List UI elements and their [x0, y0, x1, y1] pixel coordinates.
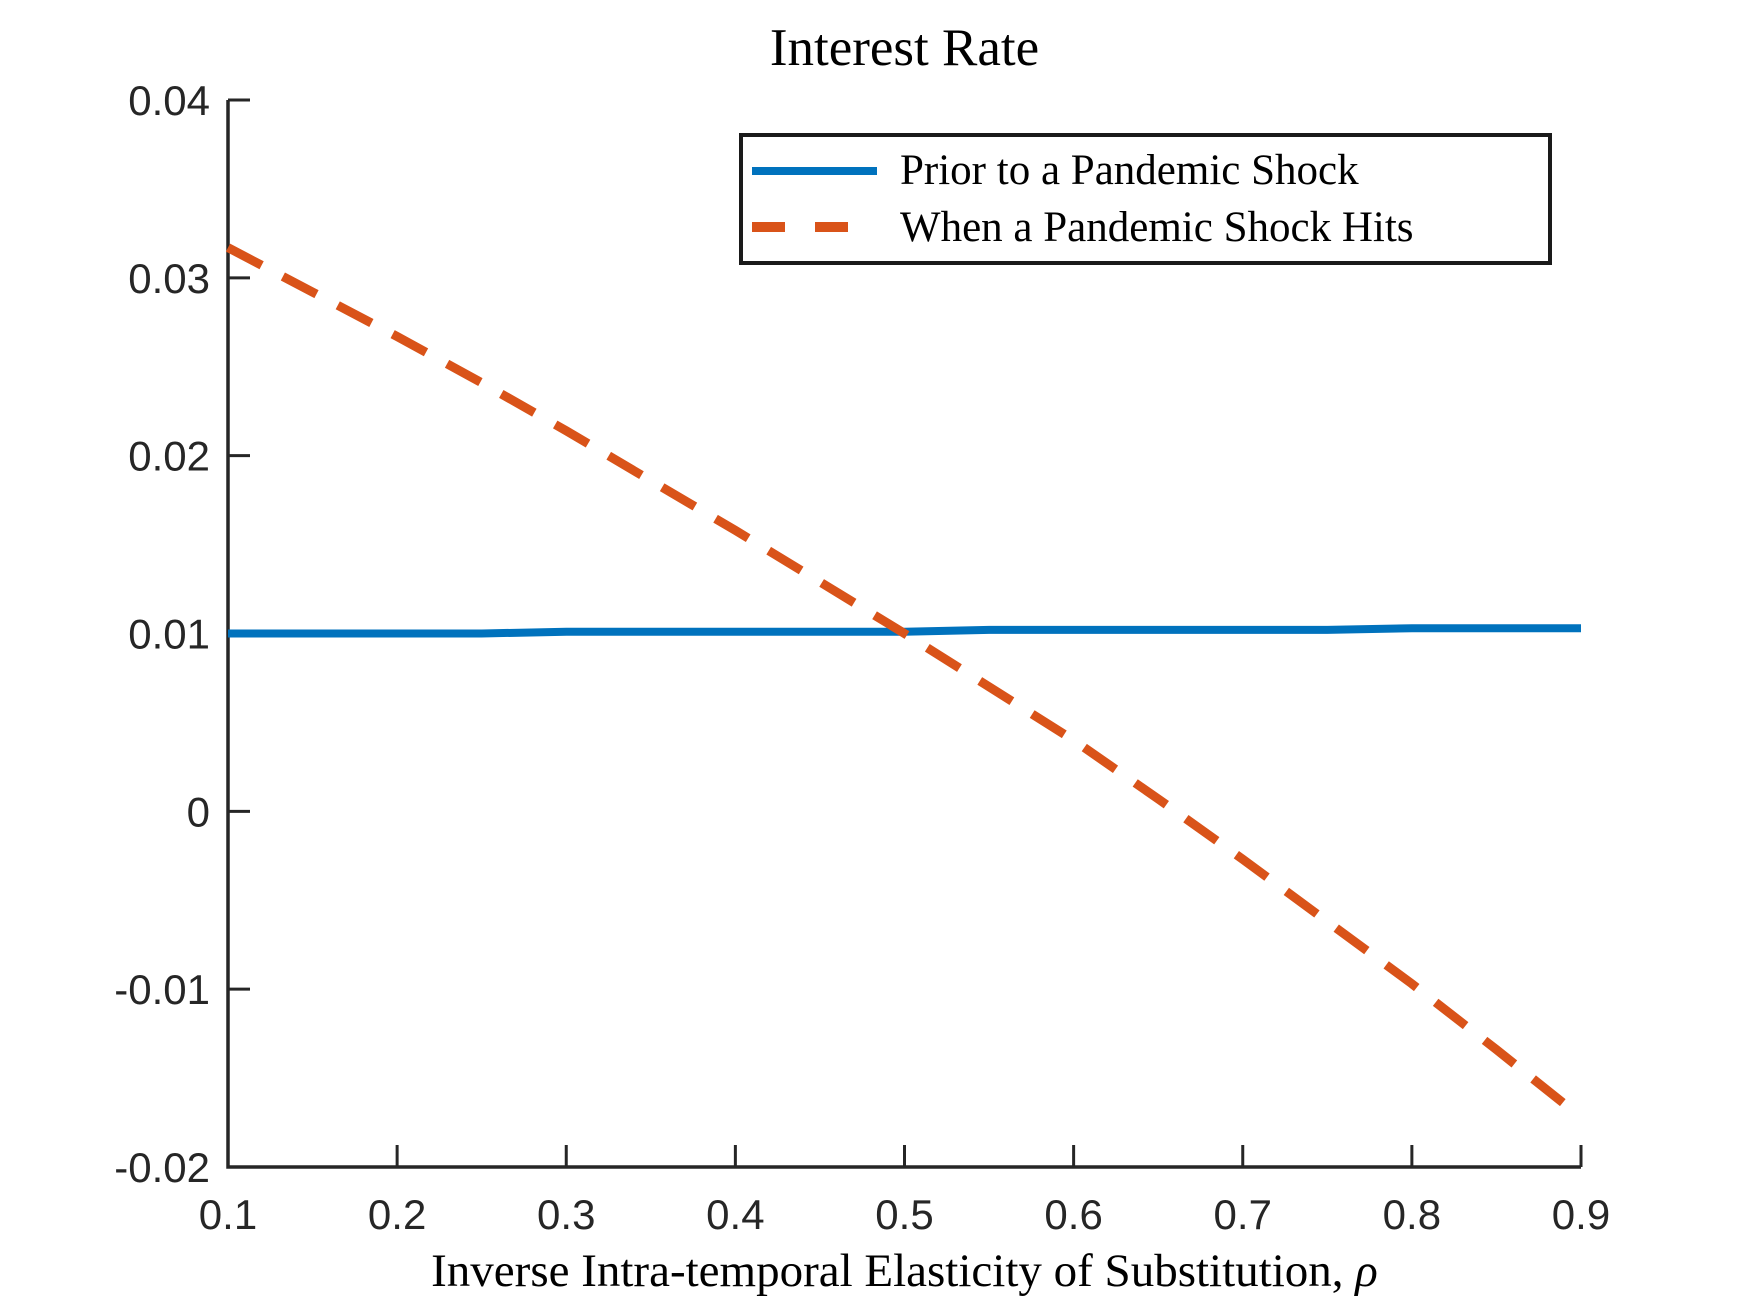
legend: Prior to a Pandemic Shock When a Pandemi… [739, 133, 1552, 265]
x-tick-label: 0.6 [1044, 1191, 1102, 1238]
y-tick-label: 0 [187, 788, 210, 835]
y-tick-label: 0.01 [128, 611, 210, 658]
legend-line-solid-icon [752, 166, 877, 175]
x-tick-label: 0.9 [1552, 1191, 1610, 1238]
x-tick-label: 0.7 [1214, 1191, 1272, 1238]
x-tick-label: 0.1 [199, 1191, 257, 1238]
x-axis-label-text: Inverse Intra-temporal Elasticity of Sub… [431, 1245, 1356, 1297]
y-tick-label: -0.02 [114, 1144, 210, 1191]
y-tick-label: 0.04 [128, 77, 210, 124]
x-axis-label-rho-symbol: ρ [1355, 1245, 1378, 1297]
x-tick-label: 0.3 [537, 1191, 595, 1238]
y-tick-label: 0.03 [128, 255, 210, 302]
x-tick-label: 0.5 [875, 1191, 933, 1238]
x-axis-label: Inverse Intra-temporal Elasticity of Sub… [128, 1244, 1681, 1298]
y-tick-label: -0.01 [114, 966, 210, 1013]
legend-label-shock: When a Pandemic Shock Hits [900, 203, 1414, 251]
legend-item-shock: When a Pandemic Shock Hits [743, 204, 1548, 251]
x-tick-label: 0.2 [368, 1191, 426, 1238]
legend-label-prior: Prior to a Pandemic Shock [900, 147, 1359, 195]
series-line-shock [225, 243, 1584, 1121]
legend-item-prior: Prior to a Pandemic Shock [743, 147, 1548, 194]
x-tick-label: 0.8 [1383, 1191, 1441, 1238]
x-tick-label: 0.4 [706, 1191, 764, 1238]
chart-title: Interest Rate [769, 19, 1040, 77]
legend-line-dashed-icon [752, 222, 877, 233]
y-tick-label: 0.02 [128, 433, 210, 480]
